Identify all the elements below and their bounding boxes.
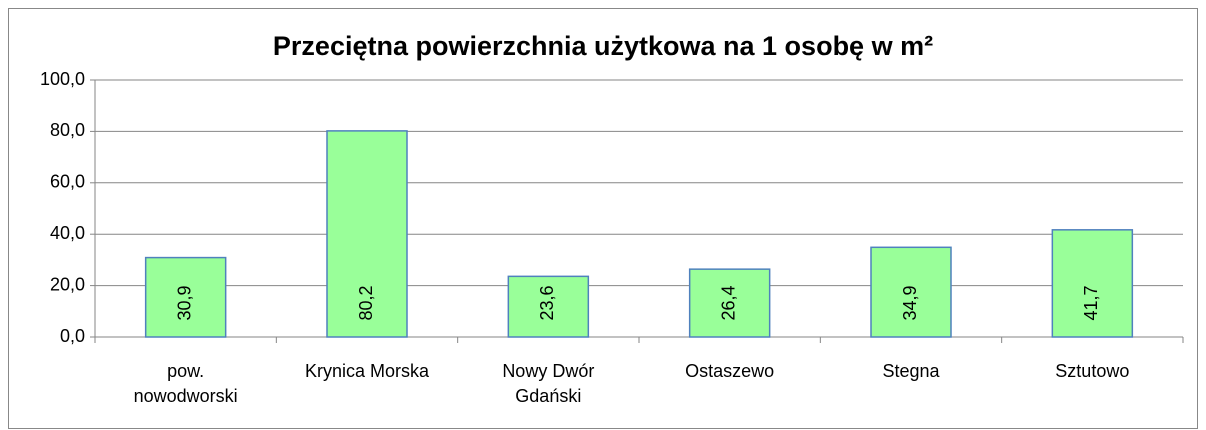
x-tick-label: pow. nowodworski: [133, 361, 238, 406]
x-tick-label: Krynica Morska: [304, 361, 430, 381]
y-tick-label: 100,0: [40, 69, 85, 89]
value-label: 30,9: [174, 285, 194, 320]
bar: [507, 275, 590, 338]
x-tick-label: Stegna: [882, 361, 940, 381]
y-tick-label: 0,0: [60, 326, 85, 346]
bar: [1051, 229, 1134, 338]
value-label: 34,9: [900, 285, 920, 320]
value-label: 23,6: [537, 285, 557, 320]
x-tick-label: Sztutowo: [1055, 361, 1130, 381]
value-label: 80,2: [356, 285, 376, 320]
bar: [326, 130, 408, 338]
x-tick-label: Nowy Dwór Gdański: [502, 361, 595, 406]
value-label: 26,4: [718, 285, 738, 320]
x-tick-label: Ostaszewo: [685, 361, 775, 381]
y-tick-label: 60,0: [50, 172, 85, 192]
value-label: 41,7: [1081, 285, 1101, 320]
chart-title: Przeciętna powierzchnia użytkowa na 1 os…: [273, 31, 933, 61]
bar: [870, 246, 952, 338]
bar: [144, 256, 227, 338]
chart-border: [8, 8, 1198, 429]
y-tick-label: 40,0: [50, 223, 85, 243]
y-tick-label: 20,0: [50, 274, 85, 294]
y-tick-label: 80,0: [50, 120, 85, 140]
bar: [688, 268, 771, 338]
